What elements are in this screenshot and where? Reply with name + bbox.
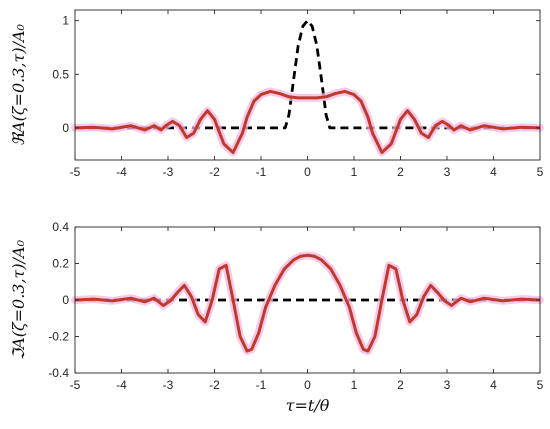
x-tick-label: -3 bbox=[163, 165, 174, 179]
x-tick-label: -2 bbox=[209, 378, 220, 392]
imaginary-part-ylabel: ℑA(ζ=0.3,τ)/A₀ bbox=[9, 239, 28, 360]
y-tick-label: 1 bbox=[62, 14, 69, 28]
x-tick-label: -1 bbox=[256, 378, 267, 392]
x-tick-label: 3 bbox=[444, 165, 451, 179]
x-tick-label: -5 bbox=[70, 378, 81, 392]
x-tick-label: 3 bbox=[444, 378, 451, 392]
solid-series-line-1 bbox=[74, 253, 541, 353]
x-tick-label: -4 bbox=[116, 378, 127, 392]
y-tick-label: -0.4 bbox=[48, 366, 69, 380]
y-tick-label: -0.2 bbox=[48, 330, 69, 344]
x-tick-label: 4 bbox=[490, 378, 497, 392]
y-tick-label: 0.5 bbox=[52, 67, 69, 81]
x-tick-label: 2 bbox=[397, 378, 404, 392]
x-tick-label: -5 bbox=[70, 165, 81, 179]
imaginary-part-chart: -5 -4 -3 -2 -1 0 1 2 3 4 5 -0.4 -0.2 0 0.2 0.4 ℑA(ζ=0.3… bbox=[9, 220, 544, 415]
x-tick-label: 0 bbox=[304, 378, 311, 392]
x-tick-label: -4 bbox=[116, 165, 127, 179]
x-tick-label: 0 bbox=[304, 165, 311, 179]
x-tick-label: -2 bbox=[209, 165, 220, 179]
series-glow-1 bbox=[71, 87, 544, 157]
imaginary-part-ticks: -5 -4 -3 -2 -1 0 1 2 3 4 5 -0.4 -0.2 0 0.2 0.4 bbox=[48, 220, 543, 392]
y-tick-label: 0 bbox=[62, 293, 69, 307]
x-tick-label: 2 bbox=[397, 165, 404, 179]
real-part-plot-frame bbox=[74, 9, 541, 161]
x-tick-label: 5 bbox=[537, 378, 544, 392]
x-tick-label: 1 bbox=[351, 378, 358, 392]
x-tick-label: 1 bbox=[351, 165, 358, 179]
x-tick-label: 4 bbox=[490, 165, 497, 179]
real-part-ylabel: ℜA(ζ=0.3,τ)/A₀ bbox=[9, 23, 28, 145]
solid-series-line-1 bbox=[74, 89, 541, 154]
x-tick-label: 5 bbox=[537, 165, 544, 179]
y-tick-label: 0 bbox=[62, 121, 69, 135]
real-part-ticks: -5 -4 -3 -2 -1 0 1 2 3 4 5 0 0.5 1 bbox=[52, 10, 544, 179]
real-part-chart: -5 -4 -3 -2 -1 0 1 2 3 4 5 0 0.5 1 ℜA(ζ=0.3,τ)/A₀ bbox=[9, 9, 544, 179]
x-tick-label: -1 bbox=[256, 165, 267, 179]
x-tick-label: -3 bbox=[163, 378, 174, 392]
dashed-series-line-0 bbox=[75, 19, 540, 130]
imaginary-part-series bbox=[71, 251, 544, 356]
y-tick-label: 0.4 bbox=[52, 220, 69, 234]
real-part-series bbox=[71, 19, 544, 157]
imaginary-part-xlabel: τ=t/θ bbox=[286, 396, 330, 415]
y-tick-label: 0.2 bbox=[52, 257, 69, 271]
